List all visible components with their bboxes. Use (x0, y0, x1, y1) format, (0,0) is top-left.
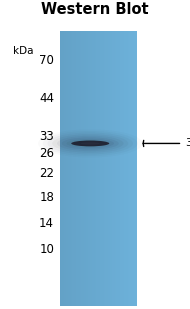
Text: 22: 22 (39, 167, 54, 180)
Text: 30kDa: 30kDa (185, 138, 190, 148)
Ellipse shape (71, 141, 109, 146)
Text: 18: 18 (39, 191, 54, 204)
Text: 10: 10 (39, 243, 54, 256)
Text: 70: 70 (39, 54, 54, 67)
Text: 44: 44 (39, 92, 54, 105)
Text: 14: 14 (39, 217, 54, 230)
Text: Western Blot: Western Blot (41, 2, 149, 17)
Text: 26: 26 (39, 147, 54, 160)
Text: kDa: kDa (13, 46, 34, 56)
Text: 33: 33 (39, 130, 54, 143)
Ellipse shape (62, 137, 119, 150)
Ellipse shape (66, 139, 114, 148)
Ellipse shape (81, 142, 100, 145)
Ellipse shape (71, 141, 109, 146)
